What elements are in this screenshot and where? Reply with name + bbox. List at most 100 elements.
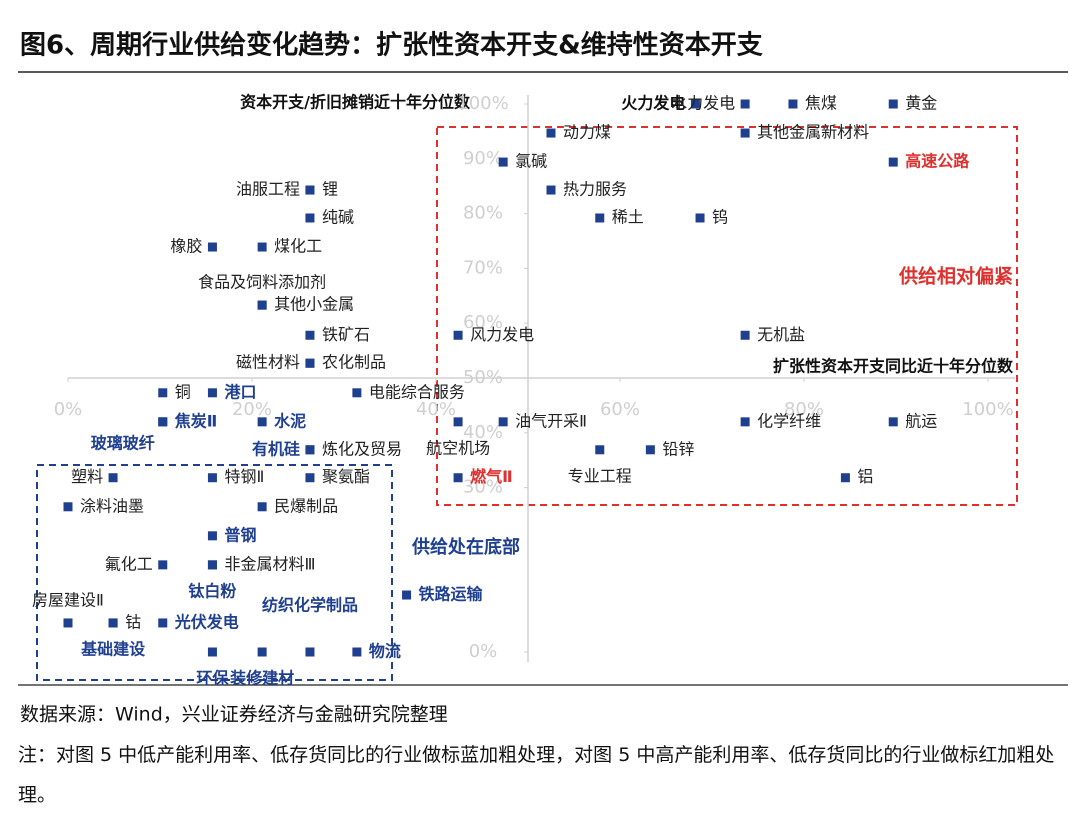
point-label: 纯碱	[322, 207, 354, 226]
point-label: 聚氨酯	[322, 467, 370, 486]
y-tick-label: 80%	[463, 203, 503, 224]
point-label: 农化制品	[322, 353, 386, 372]
point	[546, 128, 556, 138]
point-label: 风力发电	[470, 325, 534, 344]
point	[158, 560, 168, 570]
point-label: 基础建设	[80, 639, 146, 658]
x-tick-label: 80%	[784, 399, 824, 420]
point-label: 非金属材料Ⅲ	[224, 554, 315, 573]
point-label: 黄金	[905, 94, 937, 113]
point-label: 铁矿石	[322, 325, 370, 344]
point-label: 光伏发电	[174, 612, 239, 631]
point-label: 食品及饲料添加剂	[198, 273, 326, 292]
point-label: 装修建材	[229, 669, 294, 688]
point-label: 热力服务	[563, 180, 627, 199]
point	[788, 99, 798, 109]
point-label: 专业工程	[568, 466, 632, 485]
point	[352, 388, 362, 398]
point-label: 高速公路	[905, 152, 970, 171]
point-label: 民爆制品	[274, 496, 338, 515]
point-label: 燃气Ⅱ	[470, 467, 513, 486]
point	[888, 99, 898, 109]
point	[158, 618, 168, 628]
point	[402, 590, 412, 600]
point-label: 其他小金属	[274, 295, 354, 314]
point-label: 油服工程	[236, 180, 300, 199]
x-tick-label: 60%	[600, 399, 640, 420]
x-tick-label: 0%	[54, 399, 83, 420]
point-label: 涂料油墨	[80, 496, 144, 515]
point	[740, 417, 750, 427]
point-label: 航运	[905, 411, 937, 430]
point-label: 焦炭Ⅱ	[174, 411, 218, 430]
point-label: 铝	[857, 467, 873, 486]
point-label: 油气开采Ⅱ	[515, 411, 587, 430]
point	[305, 473, 315, 483]
y-tick-label: 90%	[463, 148, 503, 169]
point	[257, 242, 267, 252]
point-label: 有机硅	[252, 439, 300, 458]
point-label: 铁路运输	[419, 585, 484, 604]
point	[498, 157, 508, 167]
point	[352, 647, 362, 657]
point	[740, 128, 750, 138]
point	[453, 330, 463, 340]
point	[108, 473, 118, 483]
x-tick-label: 40%	[416, 399, 456, 420]
point-label: 钛白粉	[188, 581, 236, 600]
chart-title: 图6、周期行业供给变化趋势：扩张性资本开支&维持性资本开支	[20, 30, 763, 61]
point	[645, 445, 655, 455]
point-label: 煤化工	[274, 237, 322, 256]
point	[740, 330, 750, 340]
point	[595, 445, 605, 455]
point-label: 稀土	[612, 207, 644, 226]
x-tick-label: 100%	[962, 399, 1013, 420]
point	[305, 330, 315, 340]
point	[207, 560, 217, 570]
point	[453, 473, 463, 483]
point-label: 普钢	[224, 525, 256, 544]
point	[108, 618, 118, 628]
point-label: 焦煤	[805, 94, 837, 113]
source: 数据来源：Wind，兴业证券经济与金融研究院整理	[20, 704, 448, 726]
point	[207, 388, 217, 398]
point-label: 特钢Ⅱ	[224, 467, 264, 486]
point	[453, 417, 463, 427]
y-axis-label: 资本开支/折旧摊销近十年分位数	[240, 93, 471, 112]
point-label: 磁性材料	[236, 353, 300, 372]
y-tick-label: 70%	[463, 257, 503, 278]
point-label: 玻璃玻纤	[91, 433, 155, 452]
point	[63, 502, 73, 512]
point	[207, 647, 217, 657]
annotation: 供给处在底部	[411, 536, 520, 558]
bottom-zone	[36, 464, 393, 681]
point-label: 其他金属新材料	[757, 123, 869, 142]
point-label: 无机盐	[757, 325, 805, 344]
point	[63, 618, 73, 628]
point	[158, 417, 168, 427]
y-tick-label: 0%	[469, 641, 498, 662]
point-label: 氟化工	[105, 554, 153, 573]
note: 注：对图 5 中低产能利用率、低存货同比的行业做标蓝加粗处理，对图 5 中高产能…	[18, 744, 1055, 806]
point-label: 房屋建设Ⅱ	[32, 590, 104, 609]
point	[257, 502, 267, 512]
point-label: 炼化及贸易	[322, 439, 402, 458]
point	[207, 531, 217, 541]
point-label: 动力煤	[563, 123, 611, 142]
point-label: 电能综合服务	[369, 382, 465, 401]
point-label: 橡胶	[170, 237, 202, 256]
y-tick-label: 50%	[463, 367, 503, 388]
point-label: 纺织化学制品	[262, 596, 358, 615]
point-label: 钨	[712, 207, 728, 226]
point	[257, 647, 267, 657]
point-label: 氯碱	[515, 152, 547, 171]
point-label: 港口	[224, 382, 256, 401]
point	[305, 445, 315, 455]
point-label: 火力发电	[621, 94, 685, 113]
point	[595, 213, 605, 223]
point	[305, 358, 315, 368]
tight-zone	[436, 126, 1018, 506]
point-label: 航空机场	[426, 438, 490, 457]
point-label: 环保	[196, 669, 229, 688]
